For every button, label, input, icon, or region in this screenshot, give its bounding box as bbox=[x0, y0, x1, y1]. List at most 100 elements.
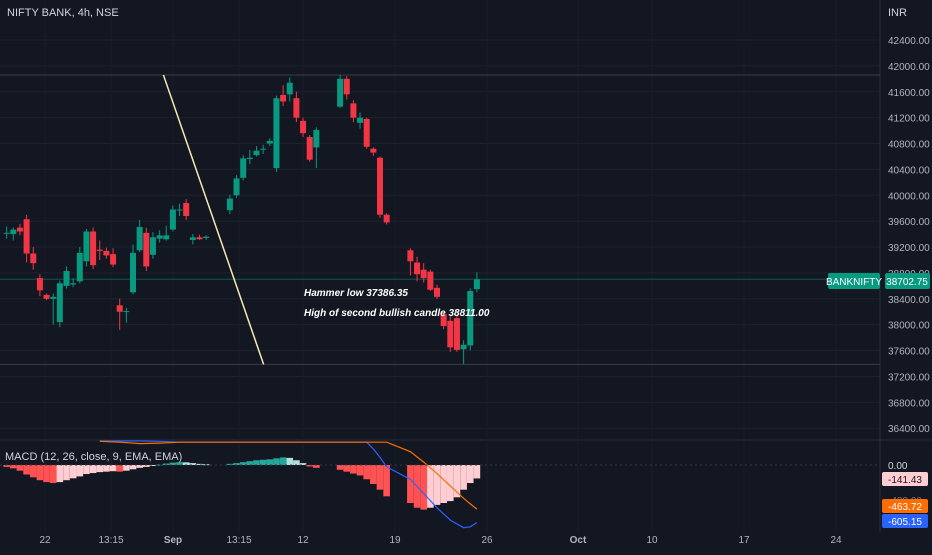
candle-body bbox=[363, 118, 370, 147]
macd-zero-label: 0.00 bbox=[888, 461, 908, 472]
annotation-hammer-low[interactable]: Hammer low 37386.35 bbox=[304, 288, 408, 299]
x-tick-label: 13:15 bbox=[98, 535, 123, 546]
candle-body bbox=[143, 232, 150, 267]
macd-hist-bar bbox=[36, 465, 44, 481]
candle-body bbox=[343, 78, 350, 95]
macd-title[interactable]: MACD (12, 26, close, 9, EMA, EMA) bbox=[5, 451, 182, 463]
candle-body bbox=[90, 231, 97, 266]
candle-body bbox=[226, 198, 233, 211]
macd-hist-bar bbox=[363, 465, 370, 480]
macd-hist-bar bbox=[259, 459, 267, 465]
macd-hist-bar bbox=[407, 465, 414, 503]
macd-hist-bar bbox=[286, 457, 294, 465]
macd-hist-bar bbox=[433, 465, 441, 505]
macd-value-tags: -141.43 -488.00 -463.72 -605.15 bbox=[882, 472, 928, 528]
time-axis[interactable]: 22 13:15 Sep 13:15 12 19 26 Oct 10 17 24 bbox=[39, 535, 842, 546]
candle-body bbox=[306, 137, 313, 160]
candle-body bbox=[196, 237, 203, 240]
macd-hist-bar bbox=[313, 465, 320, 468]
y-tick-label: 37600.00 bbox=[888, 347, 930, 358]
candle-body bbox=[203, 236, 210, 238]
macd-hist-bar bbox=[189, 463, 197, 465]
x-tick-label: 12 bbox=[297, 535, 309, 546]
macd-hist-bar bbox=[156, 464, 163, 466]
macd-hist-bar bbox=[383, 465, 390, 497]
candle-body bbox=[377, 157, 383, 215]
macd-hist-bar bbox=[109, 465, 117, 472]
candle-body bbox=[110, 254, 117, 265]
macd-hist-bar bbox=[43, 465, 50, 483]
symbol-title[interactable]: NIFTY BANK, 4h, NSE bbox=[7, 7, 119, 19]
candle-body bbox=[36, 278, 43, 291]
macd-hist-bar bbox=[76, 465, 84, 477]
horizontal-levels bbox=[0, 74, 880, 365]
macd-hist-bar bbox=[336, 465, 344, 470]
macd-hist-bar bbox=[162, 463, 170, 465]
y-tick-label: 39600.00 bbox=[888, 217, 930, 228]
x-tick-label: 10 bbox=[646, 535, 658, 546]
y-tick-label: 40000.00 bbox=[888, 191, 930, 202]
candle-body bbox=[357, 117, 364, 123]
macd-hist-bar bbox=[149, 465, 157, 466]
candle-body bbox=[156, 235, 163, 239]
y-tick-label: 42000.00 bbox=[888, 62, 930, 73]
hist-tag-label: -141.43 bbox=[888, 475, 922, 486]
signal-tag-label: -463.72 bbox=[888, 502, 922, 513]
macd-hist-bar bbox=[447, 465, 454, 502]
candle-body bbox=[233, 178, 240, 196]
macd-hist-bar bbox=[10, 465, 17, 469]
macd-hist-bar bbox=[63, 465, 70, 481]
macd-tag-bg bbox=[882, 514, 928, 528]
macd-hist-bar bbox=[293, 460, 300, 465]
candle-body bbox=[253, 150, 260, 156]
macd-hist-bar bbox=[226, 463, 234, 465]
macd-hist-bar bbox=[129, 465, 137, 470]
candle-body bbox=[3, 232, 10, 234]
candle-body bbox=[337, 78, 344, 107]
candle-body bbox=[447, 320, 454, 348]
macd-hist-bar bbox=[96, 465, 104, 473]
trendline[interactable] bbox=[162, 74, 265, 365]
macd-hist-bar bbox=[16, 465, 24, 471]
y-tick-label: 36400.00 bbox=[888, 424, 930, 435]
candle-body bbox=[286, 82, 293, 95]
macd-hist-bar bbox=[29, 465, 37, 478]
symbol-price-tag: BANKNIFTY 38702.75 bbox=[826, 273, 930, 289]
candlestick-series bbox=[3, 74, 480, 365]
candle-body bbox=[189, 237, 196, 240]
y-tick-label: 40800.00 bbox=[888, 140, 930, 151]
y-tick-label: 42400.00 bbox=[888, 36, 930, 47]
macd-hist-bar bbox=[136, 465, 143, 468]
candle-body bbox=[293, 98, 300, 118]
candle-body bbox=[240, 158, 247, 178]
y-tick-label: 41600.00 bbox=[888, 88, 930, 99]
macd-hist-bar bbox=[306, 465, 313, 467]
macd-hist-bar bbox=[350, 465, 357, 474]
candle-body bbox=[460, 344, 467, 350]
candle-body bbox=[427, 271, 434, 290]
annotation-bullish-high[interactable]: High of second bullish candle 38811.00 bbox=[304, 308, 490, 319]
candle-body bbox=[453, 318, 460, 350]
macd-hist-bar bbox=[427, 465, 434, 508]
y-tick-label: 39200.00 bbox=[888, 243, 930, 254]
candle-body bbox=[370, 148, 377, 153]
candle-body bbox=[300, 120, 307, 134]
y-tick-label: 40400.00 bbox=[888, 165, 930, 176]
macd-hist-bar bbox=[239, 462, 247, 465]
macd-hist-bar bbox=[440, 465, 447, 503]
macd-hist-bar bbox=[246, 461, 254, 465]
macd-hist-bar bbox=[123, 465, 130, 471]
candle-body bbox=[440, 314, 447, 326]
signal-tag-bg bbox=[882, 499, 928, 513]
macd-hist-bar bbox=[460, 465, 467, 490]
candle-body bbox=[83, 231, 90, 262]
macd-hist-bar bbox=[23, 465, 30, 475]
candle-body bbox=[420, 269, 427, 279]
macd-hist-bar bbox=[182, 462, 190, 465]
macd-hist-bar bbox=[453, 465, 461, 498]
candle-body bbox=[383, 214, 390, 223]
macd-hist-bar bbox=[69, 465, 77, 479]
candle-body bbox=[473, 279, 480, 290]
x-tick-label: 13:15 bbox=[226, 535, 251, 546]
